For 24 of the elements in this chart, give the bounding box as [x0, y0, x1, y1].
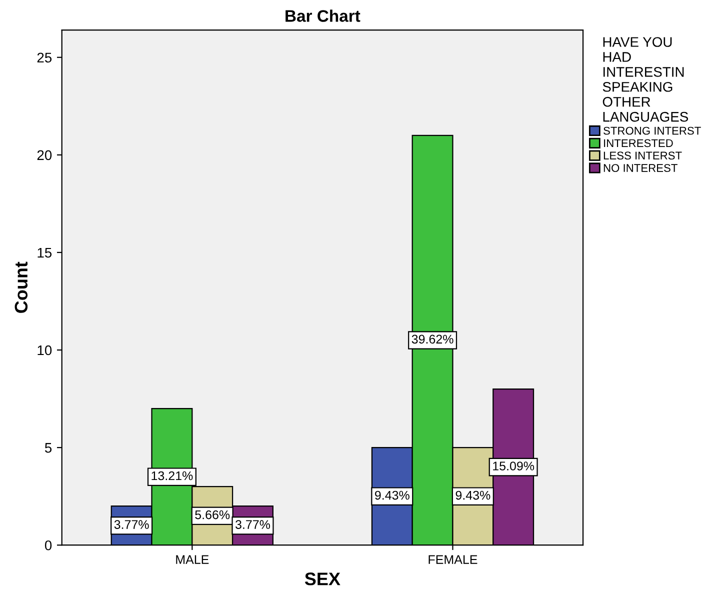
y-tick-label: 20	[37, 150, 52, 160]
legend-title: HAVE YOU HAD INTERESTIN SPEAKING OTHER LANGUAGES	[602, 37, 688, 122]
annotation: 9.43%	[375, 490, 410, 500]
annotation: 39.62%	[412, 334, 454, 344]
x-axis-title: SEX	[304, 572, 340, 586]
annotation: 5.66%	[195, 510, 230, 520]
annotation: 15.09%	[493, 462, 534, 470]
annotation: 3.77%	[235, 520, 270, 529]
annotation: 13.21%	[152, 471, 193, 480]
y-tick-label: 5	[44, 443, 52, 453]
y-tick-label: 15	[38, 248, 52, 258]
legend-label: STRONG INTERST	[604, 126, 701, 135]
legend-label: LESS INTERST	[604, 152, 682, 160]
x-tick-label: MALE	[176, 555, 209, 564]
legend-label: NO INTEREST	[604, 164, 678, 172]
x-tick-label: FEMALE	[428, 555, 478, 564]
y-axis-title: Count	[14, 262, 28, 313]
annotation: 9.43%	[456, 490, 490, 500]
annotation: 3.77%	[114, 520, 149, 529]
y-tick-label: 10	[38, 345, 52, 356]
y-tick-label: 0	[44, 540, 52, 550]
legend-label: INTERESTED	[604, 139, 673, 148]
y-tick-label: 25	[37, 52, 52, 63]
chart-title: Bar Chart	[286, 10, 360, 22]
